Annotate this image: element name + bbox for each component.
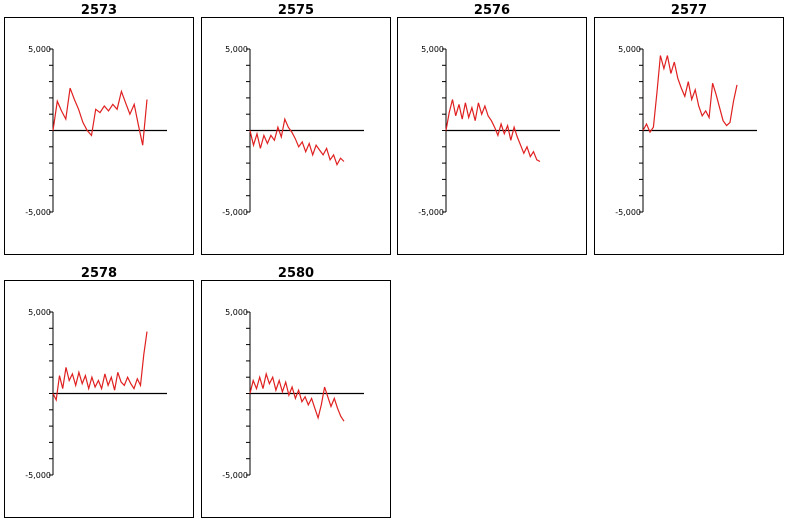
chart-panel: 5,000 -5,000 [4, 280, 194, 518]
chart-panel: 5,000 -5,000 [594, 17, 784, 255]
y-tick-label-min: -5,000 [418, 208, 444, 217]
y-tick-label-max: 5,000 [28, 45, 51, 54]
y-tick-label-max: 5,000 [225, 45, 248, 54]
chart-panel: 5,000 -5,000 [201, 17, 391, 255]
y-tick-label-min: -5,000 [25, 208, 51, 217]
series-line [249, 371, 345, 422]
series-line [642, 55, 738, 134]
chart-svg: 5,000 -5,000 [222, 308, 364, 480]
chart-svg: 5,000 -5,000 [615, 45, 757, 217]
y-tick-label-max: 5,000 [28, 308, 51, 317]
y-tick-label-min: -5,000 [25, 471, 51, 480]
series-line [249, 117, 345, 167]
y-tick-label-max: 5,000 [421, 45, 444, 54]
chart-title: 2575 [277, 3, 315, 18]
series-line [52, 87, 148, 146]
chart-title: 2573 [80, 3, 118, 18]
y-tick-label-min: -5,000 [615, 208, 641, 217]
chart-title: 2580 [277, 266, 315, 281]
chart-title: 2576 [473, 3, 511, 18]
chart-panel: 5,000 -5,000 [397, 17, 587, 255]
y-tick-label-max: 5,000 [618, 45, 641, 54]
chart-svg: 5,000 -5,000 [418, 45, 560, 217]
y-tick-label-max: 5,000 [225, 308, 248, 317]
chart-panel: 5,000 -5,000 [4, 17, 194, 255]
chart-svg: 5,000 -5,000 [25, 45, 167, 217]
y-tick-label-min: -5,000 [222, 208, 248, 217]
chart-title: 2577 [670, 3, 708, 18]
series-line [52, 331, 148, 403]
chart-title: 2578 [80, 266, 118, 281]
chart-svg: 5,000 -5,000 [25, 308, 167, 480]
series-line [445, 99, 541, 163]
chart-svg: 5,000 -5,000 [222, 45, 364, 217]
y-tick-label-min: -5,000 [222, 471, 248, 480]
chart-panel: 5,000 -5,000 [201, 280, 391, 518]
